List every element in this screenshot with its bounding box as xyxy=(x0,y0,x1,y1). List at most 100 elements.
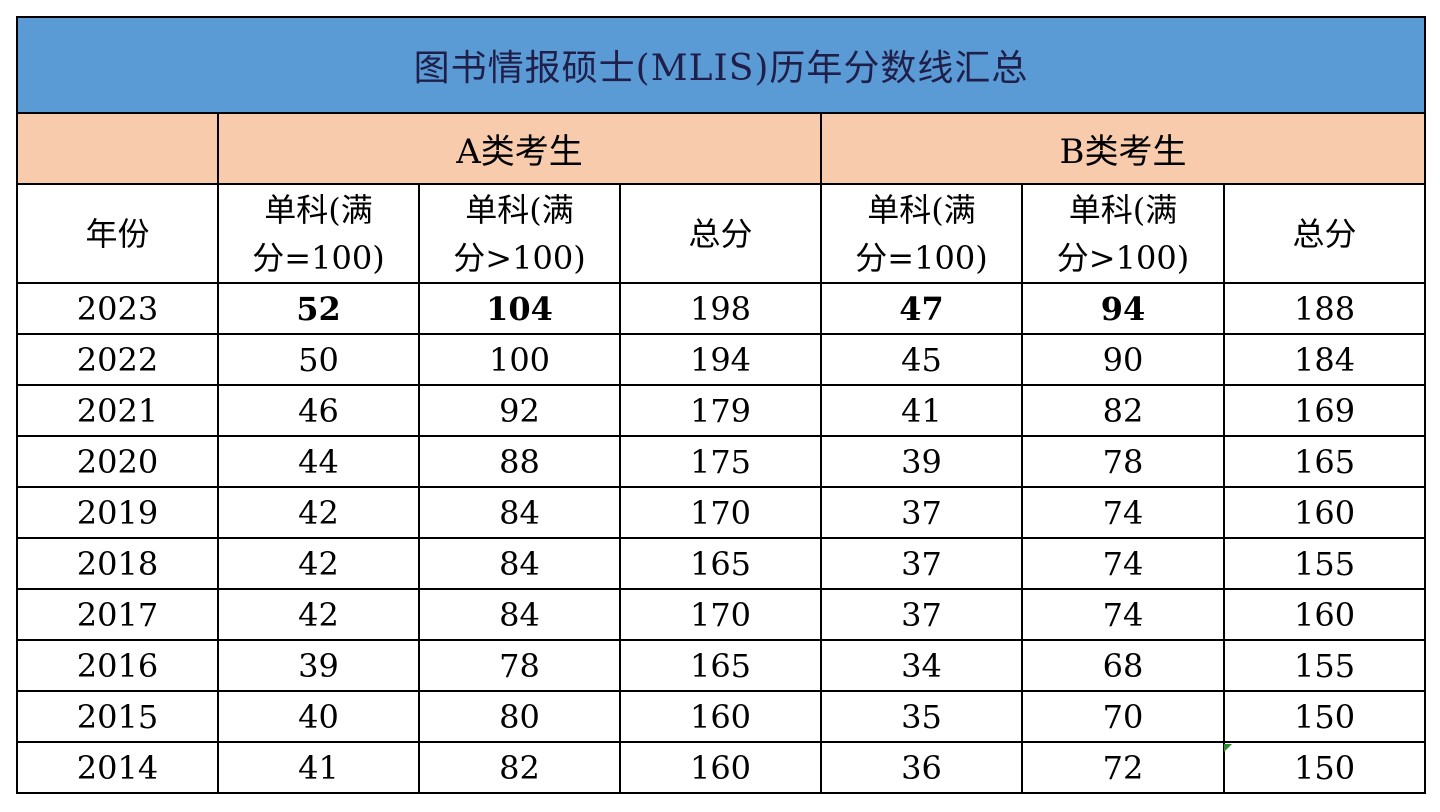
b-total-cell: 155 xyxy=(1222,537,1427,590)
table-row: 2022 50 100 194 45 90 184 xyxy=(16,333,1427,386)
a-single-gt-cell: 80 xyxy=(418,690,621,743)
score-table: 图书情报硕士(MLIS)历年分数线汇总 A类考生 B类考生 年份 单科(满 分=… xyxy=(15,16,1427,794)
a-total-cell: 179 xyxy=(619,384,822,437)
b-total-cell: 155 xyxy=(1222,639,1427,692)
table-row: 2016 39 78 165 34 68 155 xyxy=(16,639,1427,692)
a-total-cell: 170 xyxy=(619,486,822,539)
a-total-cell: 165 xyxy=(619,537,822,590)
b-single-gt-cell: 74 xyxy=(1021,588,1225,641)
a-single-gt-cell: 100 xyxy=(418,333,621,386)
b-single-cell: 39 xyxy=(820,435,1023,488)
b-single-cell: 35 xyxy=(820,690,1023,743)
b-total-cell: 184 xyxy=(1222,333,1427,386)
b-total-cell: 165 xyxy=(1222,435,1427,488)
a-single-cell: 44 xyxy=(217,435,420,488)
a-single-cell: 42 xyxy=(217,588,420,641)
year-cell: 2021 xyxy=(16,384,219,437)
a-single-cell: 41 xyxy=(217,741,420,794)
a-total-cell: 165 xyxy=(619,639,822,692)
a-single-gt100-header-line1: 单科(满 xyxy=(465,190,574,229)
a-single-100-header-line2: 分=100) xyxy=(252,238,385,277)
a-total-cell: 170 xyxy=(619,588,822,641)
a-single-cell: 39 xyxy=(217,639,420,692)
b-single-gt100-header-line1: 单科(满 xyxy=(1068,190,1178,229)
table-row: 2014 41 82 160 36 72 150 xyxy=(16,741,1427,794)
b-single-cell: 36 xyxy=(820,741,1023,794)
year-cell: 2017 xyxy=(16,588,219,641)
a-total-cell: 194 xyxy=(619,333,822,386)
b-single-100-header-line2: 分=100) xyxy=(855,238,988,277)
a-total-cell: 198 xyxy=(619,282,822,335)
b-total-cell: 150 xyxy=(1222,741,1427,794)
b-single-cell: 45 xyxy=(820,333,1023,386)
b-single-cell: 37 xyxy=(820,486,1023,539)
cell-comment-marker xyxy=(1224,744,1232,752)
group-a-header: A类考生 xyxy=(217,112,822,185)
a-single-cell: 42 xyxy=(217,486,420,539)
b-single-gt-cell: 68 xyxy=(1021,639,1225,692)
a-single-gt100-header: 单科(满 分>100) xyxy=(418,183,621,284)
b-single-gt-cell: 94 xyxy=(1021,282,1225,335)
a-single-gt-cell: 92 xyxy=(418,384,621,437)
year-cell: 2023 xyxy=(16,282,219,335)
b-single-cell: 37 xyxy=(820,588,1023,641)
b-total-cell: 160 xyxy=(1222,588,1427,641)
a-single-gt-cell: 84 xyxy=(418,537,621,590)
table-row: 2023 52 104 198 47 94 188 xyxy=(16,282,1427,335)
b-single-gt-cell: 82 xyxy=(1021,384,1225,437)
a-single-gt-cell: 78 xyxy=(418,639,621,692)
b-single-cell: 34 xyxy=(820,639,1023,692)
b-total-cell: 169 xyxy=(1222,384,1427,437)
year-cell: 2022 xyxy=(16,333,219,386)
b-single-gt100-header-line2: 分>100) xyxy=(1056,238,1190,277)
year-cell: 2015 xyxy=(16,690,219,743)
b-single-cell: 37 xyxy=(820,537,1023,590)
b-total-cell: 188 xyxy=(1222,282,1427,335)
a-single-gt-cell: 104 xyxy=(418,282,621,335)
b-single-cell: 47 xyxy=(820,282,1023,335)
table-title: 图书情报硕士(MLIS)历年分数线汇总 xyxy=(15,16,1427,114)
a-single-cell: 52 xyxy=(217,282,420,335)
a-single-100-header-line1: 单科(满 xyxy=(264,190,373,229)
a-single-gt-cell: 88 xyxy=(418,435,621,488)
b-single-gt-cell: 90 xyxy=(1021,333,1225,386)
table-row: 2019 42 84 170 37 74 160 xyxy=(16,486,1427,539)
table-body: 图书情报硕士(MLIS)历年分数线汇总 A类考生 B类考生 年份 单科(满 分=… xyxy=(15,16,1427,794)
b-total-header: 总分 xyxy=(1222,183,1427,284)
table-row: 2017 42 84 170 37 74 160 xyxy=(16,588,1427,641)
b-single-100-header: 单科(满 分=100) xyxy=(820,183,1023,284)
b-single-gt100-header: 单科(满 分>100) xyxy=(1021,183,1225,284)
b-single-100-header-line1: 单科(满 xyxy=(867,190,976,229)
a-single-cell: 42 xyxy=(217,537,420,590)
table-row: 2015 40 80 160 35 70 150 xyxy=(16,690,1427,743)
b-total-cell: 150 xyxy=(1222,690,1427,743)
group-b-header: B类考生 xyxy=(819,112,1427,185)
year-header: 年份 xyxy=(16,183,219,284)
b-single-gt-cell: 74 xyxy=(1021,486,1225,539)
year-cell: 2016 xyxy=(16,639,219,692)
year-cell: 2020 xyxy=(16,435,219,488)
a-single-gt100-header-line2: 分>100) xyxy=(453,238,586,277)
group-row: A类考生 B类考生 xyxy=(16,112,1427,185)
a-single-cell: 46 xyxy=(217,384,420,437)
a-total-cell: 160 xyxy=(619,741,822,794)
year-cell: 2014 xyxy=(16,741,219,794)
year-cell: 2018 xyxy=(16,537,219,590)
b-single-gt-cell: 72 xyxy=(1021,741,1225,794)
a-single-cell: 40 xyxy=(217,690,420,743)
a-total-header: 总分 xyxy=(619,183,822,284)
table-row: 2018 42 84 165 37 74 155 xyxy=(16,537,1427,590)
b-single-cell: 41 xyxy=(820,384,1023,437)
year-cell: 2019 xyxy=(16,486,219,539)
b-total-cell: 160 xyxy=(1222,486,1427,539)
table-row: 2021 46 92 179 41 82 169 xyxy=(16,384,1427,437)
a-total-cell: 160 xyxy=(619,690,822,743)
a-single-100-header: 单科(满 分=100) xyxy=(217,183,420,284)
a-single-gt-cell: 82 xyxy=(418,741,621,794)
b-single-gt-cell: 70 xyxy=(1021,690,1225,743)
a-single-cell: 50 xyxy=(217,333,420,386)
a-single-gt-cell: 84 xyxy=(418,588,621,641)
a-single-gt-cell: 84 xyxy=(418,486,621,539)
a-total-cell: 175 xyxy=(619,435,822,488)
title-row: 图书情报硕士(MLIS)历年分数线汇总 xyxy=(15,16,1427,114)
